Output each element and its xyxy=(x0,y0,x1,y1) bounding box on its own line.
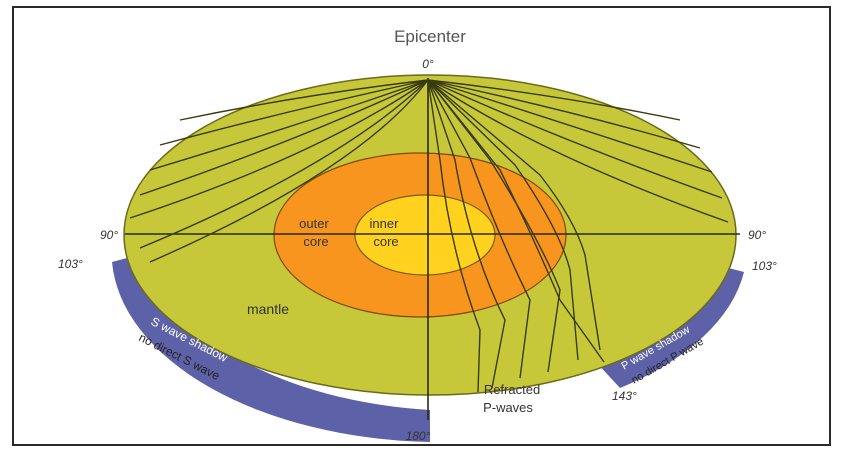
degree-label-bottom: 180° xyxy=(406,429,431,443)
outer-core-label-line1: outer xyxy=(299,216,329,231)
mantle-label: mantle xyxy=(247,301,289,317)
refracted-label-line2: P-waves xyxy=(483,400,533,415)
degree-label-top: 0° xyxy=(422,57,434,71)
refracted-rays xyxy=(427,79,605,393)
right-ray-fan xyxy=(427,79,729,223)
left-ray-fan xyxy=(129,79,429,263)
refracted-label-line1: Refracted xyxy=(484,382,540,397)
outer-core-label-line2: core xyxy=(303,234,328,249)
inner-core-label-line2: core xyxy=(373,234,398,249)
degree-label-left-shadow: 103° xyxy=(58,257,83,271)
inner-core-disc xyxy=(354,194,496,276)
degree-label-left: 90° xyxy=(100,228,118,242)
epicenter-title: Epicenter xyxy=(394,27,466,46)
degree-label-right-shadow: 103° xyxy=(752,259,777,273)
degree-label-right: 90° xyxy=(748,228,766,242)
degree-label-right-lower: 143° xyxy=(612,389,637,403)
inner-core-label-line1: inner xyxy=(370,216,400,231)
